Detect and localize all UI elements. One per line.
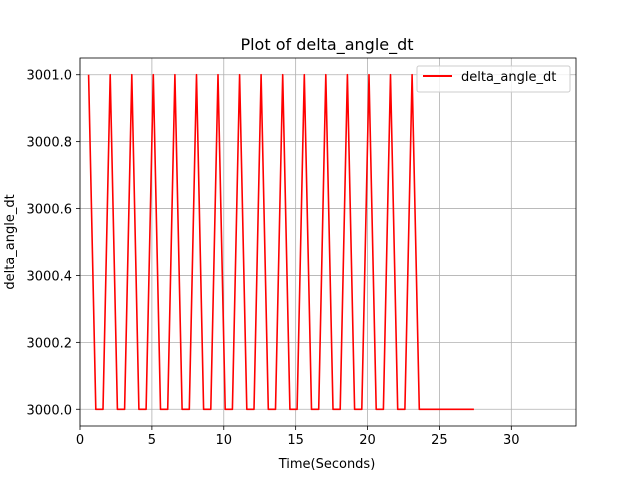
x-tick-label: 30 bbox=[503, 433, 520, 448]
y-axis-ticks: 3000.0 3000.2 3000.4 3000.6 3000.8 3001.0 bbox=[27, 69, 80, 418]
plot-series bbox=[87, 73, 474, 411]
x-tick-label: 5 bbox=[148, 433, 156, 448]
x-axis-ticks: 0 5 10 15 20 25 30 bbox=[76, 426, 520, 448]
y-tick-label: 3000.6 bbox=[27, 203, 73, 218]
y-tick-label: 3000.8 bbox=[27, 136, 73, 151]
x-tick-label: 20 bbox=[359, 433, 376, 448]
legend: delta_angle_dt bbox=[416, 65, 571, 93]
legend-box bbox=[416, 65, 571, 93]
y-axis-label: delta_angle_dt bbox=[3, 194, 18, 289]
chart-title: Plot of delta_angle_dt bbox=[240, 35, 413, 55]
y-tick-label: 3001.0 bbox=[27, 69, 73, 84]
x-tick-label: 10 bbox=[215, 433, 232, 448]
x-tick-label: 15 bbox=[287, 433, 304, 448]
x-tick-label: 25 bbox=[431, 433, 448, 448]
axes-frame bbox=[79, 57, 577, 427]
y-tick-label: 3000.4 bbox=[27, 269, 73, 284]
series-line-delta-angle-dt bbox=[87, 73, 474, 411]
y-tick-label: 3000.0 bbox=[27, 403, 73, 418]
y-tick-label: 3000.2 bbox=[27, 336, 73, 351]
x-tick-label: 0 bbox=[76, 433, 84, 448]
x-axis-label: Time(Seconds) bbox=[278, 457, 376, 472]
legend-entry-delta-angle-dt: delta_angle_dt bbox=[461, 70, 556, 85]
